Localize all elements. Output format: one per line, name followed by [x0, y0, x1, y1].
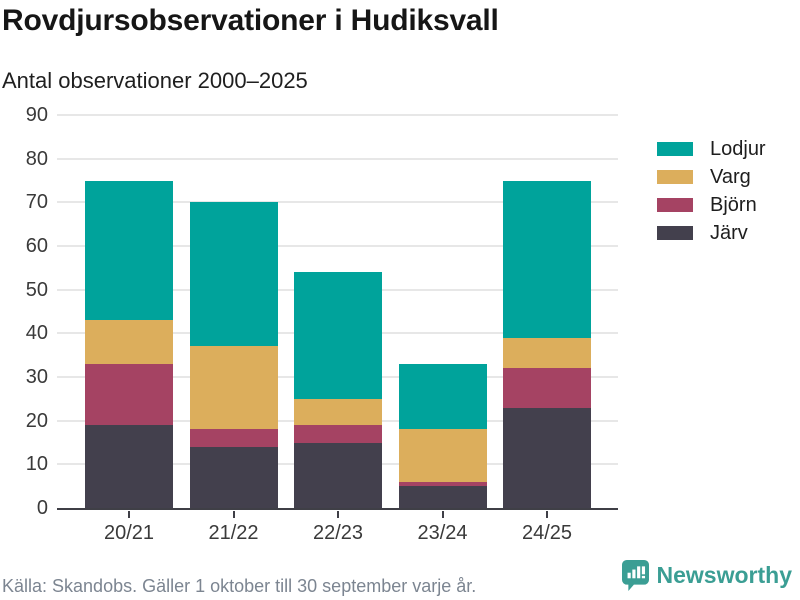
x-axis-label: 24/25	[521, 522, 573, 544]
bar-24/25	[503, 180, 591, 508]
y-axis-label: 20	[25, 409, 48, 432]
y-axis-label: 50	[25, 278, 48, 301]
legend-swatch	[657, 142, 693, 156]
chart-subtitle: Antal observationer 2000–2025	[2, 68, 308, 93]
axis-tick	[128, 511, 130, 518]
x-axis-label: 23/24	[417, 522, 468, 544]
bar-21/22	[189, 202, 278, 508]
newsworthy-icon	[621, 560, 649, 591]
gridline	[57, 245, 618, 247]
bar-segment-björn	[398, 481, 487, 487]
bar-segment-björn	[189, 429, 278, 447]
bar-segment-lodjur	[189, 202, 278, 347]
bar-segment-björn	[85, 363, 173, 426]
legend-item-lodjur: Lodjur	[657, 135, 766, 163]
y-axis-label: 10	[25, 453, 48, 476]
axis-tick	[546, 511, 548, 518]
axis-tick	[232, 511, 235, 518]
gridline	[57, 201, 618, 204]
bar-segment-varg	[398, 429, 487, 482]
legend-item-varg: Varg	[657, 163, 766, 191]
bar-segment-järv	[503, 407, 591, 508]
bar-22/23	[294, 272, 382, 508]
legend: Lodjur Varg Björn Järv	[657, 135, 766, 247]
bar-23/24	[398, 363, 487, 508]
legend-item-järv: Järv	[657, 219, 766, 247]
axis-tick	[337, 511, 339, 518]
bar-segment-varg	[294, 398, 382, 426]
legend-swatch	[657, 226, 693, 240]
y-axis-label: 0	[36, 497, 48, 519]
y-axis-label: 70	[25, 191, 48, 214]
plot-region: 0 10 20 30 40 50 60 70 80 90 20/21 21/22 22/23 23/24…	[0, 104, 640, 544]
bar-segment-järv	[85, 425, 173, 508]
axis-tick	[441, 511, 444, 518]
brand-name: Newsworthy	[656, 562, 792, 588]
bar-segment-varg	[85, 320, 173, 364]
y-axis-label: 80	[25, 147, 48, 170]
gridline	[57, 114, 618, 116]
bar-segment-järv	[189, 446, 278, 508]
bar-segment-järv	[294, 442, 382, 508]
legend-label: Lodjur	[710, 138, 766, 160]
bar-segment-varg	[189, 346, 278, 430]
legend-label: Varg	[710, 166, 751, 188]
legend-item-björn: Björn	[657, 191, 766, 219]
bar-segment-lodjur	[294, 272, 382, 399]
bar-segment-lodjur	[85, 180, 173, 321]
x-axis-label: 22/23	[312, 522, 364, 544]
y-axis-label: 60	[25, 235, 48, 257]
y-axis-label: 30	[25, 366, 48, 388]
bar-segment-järv	[398, 486, 487, 508]
plot-area	[57, 114, 618, 510]
bar-20/21	[85, 180, 173, 508]
legend-label: Järv	[710, 222, 748, 244]
bar-segment-lodjur	[398, 363, 487, 430]
chart-title: Rovdjursobservationer i Hudiksvall	[2, 4, 499, 37]
bar-segment-björn	[503, 368, 591, 408]
legend-swatch	[657, 198, 693, 212]
newsworthy-logo[interactable]: Newsworthy	[621, 560, 792, 591]
gridline	[57, 157, 618, 160]
x-axis-label: 21/22	[208, 522, 259, 544]
source-note: Källa: Skandobs. Gäller 1 oktober till 3…	[2, 576, 477, 596]
x-axis-label: 20/21	[103, 522, 155, 544]
bar-segment-lodjur	[503, 180, 591, 338]
legend-swatch	[657, 170, 693, 184]
y-axis-label: 40	[25, 322, 48, 345]
y-axis: 0 10 20 30 40 50 60 70 80 90	[0, 104, 48, 519]
y-axis-label: 90	[25, 104, 48, 126]
bar-segment-varg	[503, 337, 591, 369]
legend-label: Björn	[710, 194, 757, 216]
bar-segment-björn	[294, 425, 382, 443]
